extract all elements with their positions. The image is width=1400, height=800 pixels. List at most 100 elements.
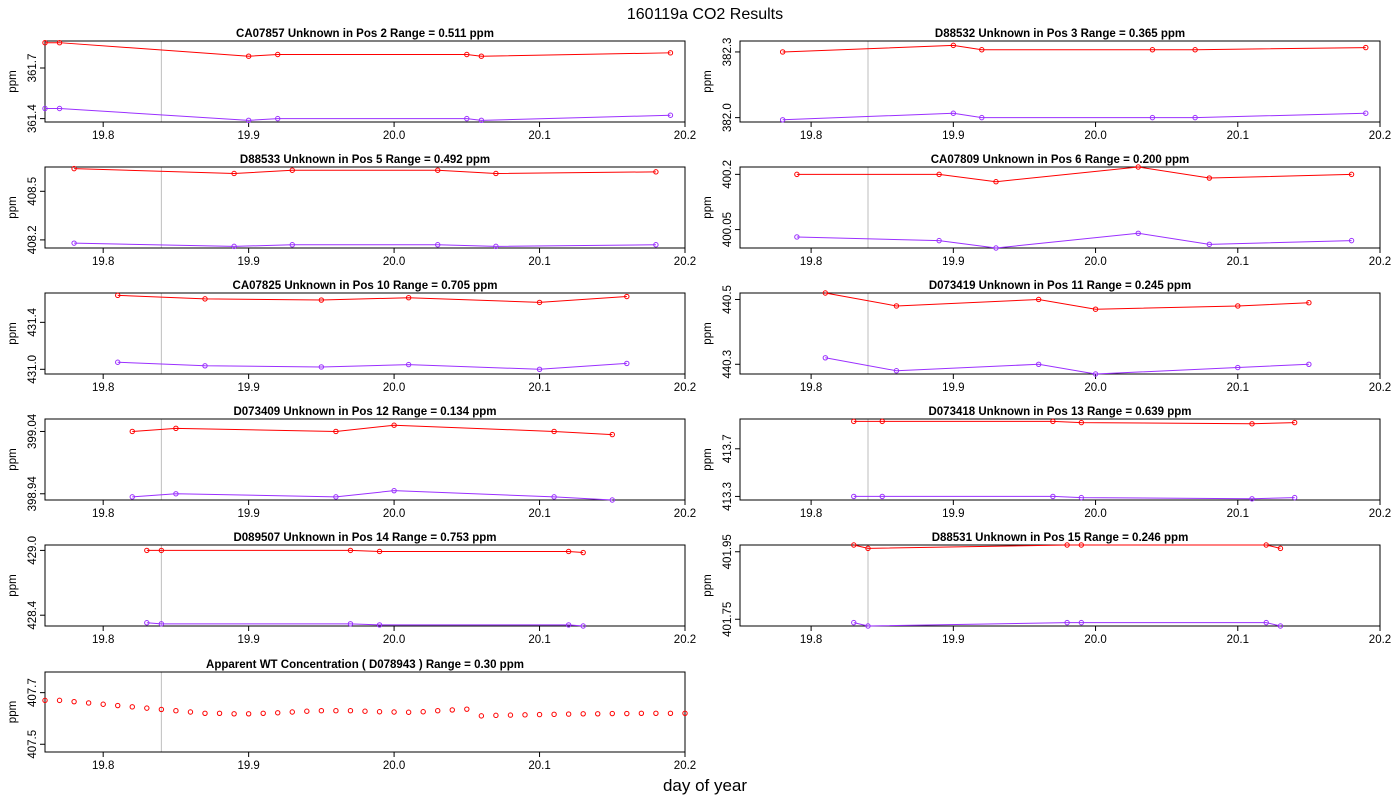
y-tick-label: 440.3 [722, 350, 734, 379]
series-wt [42, 697, 688, 719]
data-point [879, 418, 885, 425]
data-point [565, 548, 572, 555]
figure-title: 160119a CO2 Results [627, 6, 783, 23]
data-point [158, 706, 165, 713]
x-tick-label: 19.8 [92, 634, 114, 646]
panel-title: CA07809 Unknown in Pos 6 Range = 0.200 p… [931, 154, 1190, 166]
data-point [624, 360, 630, 367]
data-point [129, 704, 135, 710]
data-point [245, 53, 252, 59]
data-point [1206, 241, 1213, 248]
data-point [144, 705, 150, 711]
data-point [289, 167, 295, 173]
data-point [42, 39, 48, 46]
y-tick-label: 400.2 [722, 160, 734, 189]
x-tick-label: 20.0 [1084, 382, 1106, 394]
data-point [1206, 175, 1213, 181]
data-point [865, 623, 871, 629]
x-tick-label: 20.0 [1084, 256, 1106, 268]
y-axis-label: ppm [702, 196, 714, 218]
series-lower [42, 105, 674, 124]
data-point [1064, 542, 1070, 548]
y-tick-label: 428.4 [27, 600, 39, 629]
data-point [794, 234, 800, 240]
data-point [507, 712, 514, 718]
x-tick-label: 19.8 [92, 382, 114, 394]
y-tick-label: 413.7 [722, 434, 734, 463]
series-upper [129, 422, 615, 438]
data-point [936, 237, 942, 244]
data-point [202, 710, 208, 716]
chart-panel-8: D073418 Unknown in Pos 13 Range = 0.639 … [702, 406, 1391, 520]
data-point [464, 706, 470, 712]
y-axis-label: ppm [7, 196, 19, 218]
data-point [1235, 303, 1241, 309]
data-point [1306, 300, 1312, 306]
x-tick-label: 19.9 [237, 382, 259, 394]
x-tick-label: 20.2 [1369, 508, 1391, 520]
data-point [1064, 619, 1070, 626]
x-tick-label: 19.9 [942, 634, 964, 646]
data-point [609, 710, 615, 717]
data-point [565, 711, 572, 717]
data-point [1306, 361, 1312, 367]
x-tick-label: 19.9 [942, 130, 964, 142]
series-line [825, 292, 1309, 310]
data-point [1277, 545, 1284, 552]
y-tick-label: 408.5 [27, 177, 39, 206]
y-tick-label: 413.3 [722, 482, 734, 511]
data-point [478, 713, 485, 719]
data-point [1192, 114, 1198, 121]
data-point [1135, 164, 1141, 170]
series-upper [71, 165, 659, 177]
data-point [231, 711, 237, 717]
x-tick-label: 19.9 [237, 130, 259, 142]
series-line [782, 44, 1366, 53]
x-tick-label: 20.2 [674, 508, 696, 520]
y-axis-label: ppm [7, 322, 19, 344]
y-tick-label: 382.0 [722, 103, 734, 132]
data-point [318, 364, 325, 370]
panel-title: D073419 Unknown in Pos 11 Range = 0.245 … [929, 280, 1191, 292]
data-point [435, 708, 441, 714]
series-line [117, 294, 627, 303]
data-point [275, 51, 281, 58]
data-point [1078, 494, 1085, 501]
data-point [653, 169, 659, 175]
data-point [1291, 419, 1298, 426]
series-line [853, 495, 1295, 500]
data-point [936, 171, 942, 178]
data-point [144, 620, 150, 626]
data-point [522, 712, 528, 718]
data-point [42, 105, 48, 112]
y-axis-label: ppm [7, 701, 19, 723]
x-tick-label: 20.1 [528, 382, 550, 394]
series-line [825, 357, 1309, 375]
chart-panel-3: D88533 Unknown in Pos 5 Range = 0.492 pp… [7, 154, 696, 268]
panels: CA07857 Unknown in Pos 2 Range = 0.511 p… [7, 28, 1391, 772]
data-point [129, 428, 135, 435]
series-line [132, 424, 613, 436]
data-point [362, 708, 368, 714]
data-point [580, 549, 586, 556]
data-point [865, 545, 871, 552]
data-point [779, 49, 786, 55]
data-point [347, 708, 354, 714]
data-point [333, 708, 339, 714]
data-point [580, 711, 586, 717]
series-line [782, 112, 1366, 121]
chart-panel-4: CA07809 Unknown in Pos 6 Range = 0.200 p… [702, 154, 1391, 268]
x-tick-label: 19.9 [237, 508, 259, 520]
plot-frame [44, 292, 686, 375]
data-point [979, 114, 985, 121]
data-point [851, 619, 857, 626]
data-point [851, 542, 857, 548]
series-upper [779, 42, 1369, 55]
data-point [245, 711, 252, 717]
series-upper [115, 292, 630, 306]
chart-panel-5: CA07825 Unknown in Pos 10 Range = 0.705 … [7, 280, 696, 394]
y-tick-label: 401.75 [722, 602, 734, 637]
data-point [275, 710, 281, 716]
data-point [609, 431, 615, 438]
